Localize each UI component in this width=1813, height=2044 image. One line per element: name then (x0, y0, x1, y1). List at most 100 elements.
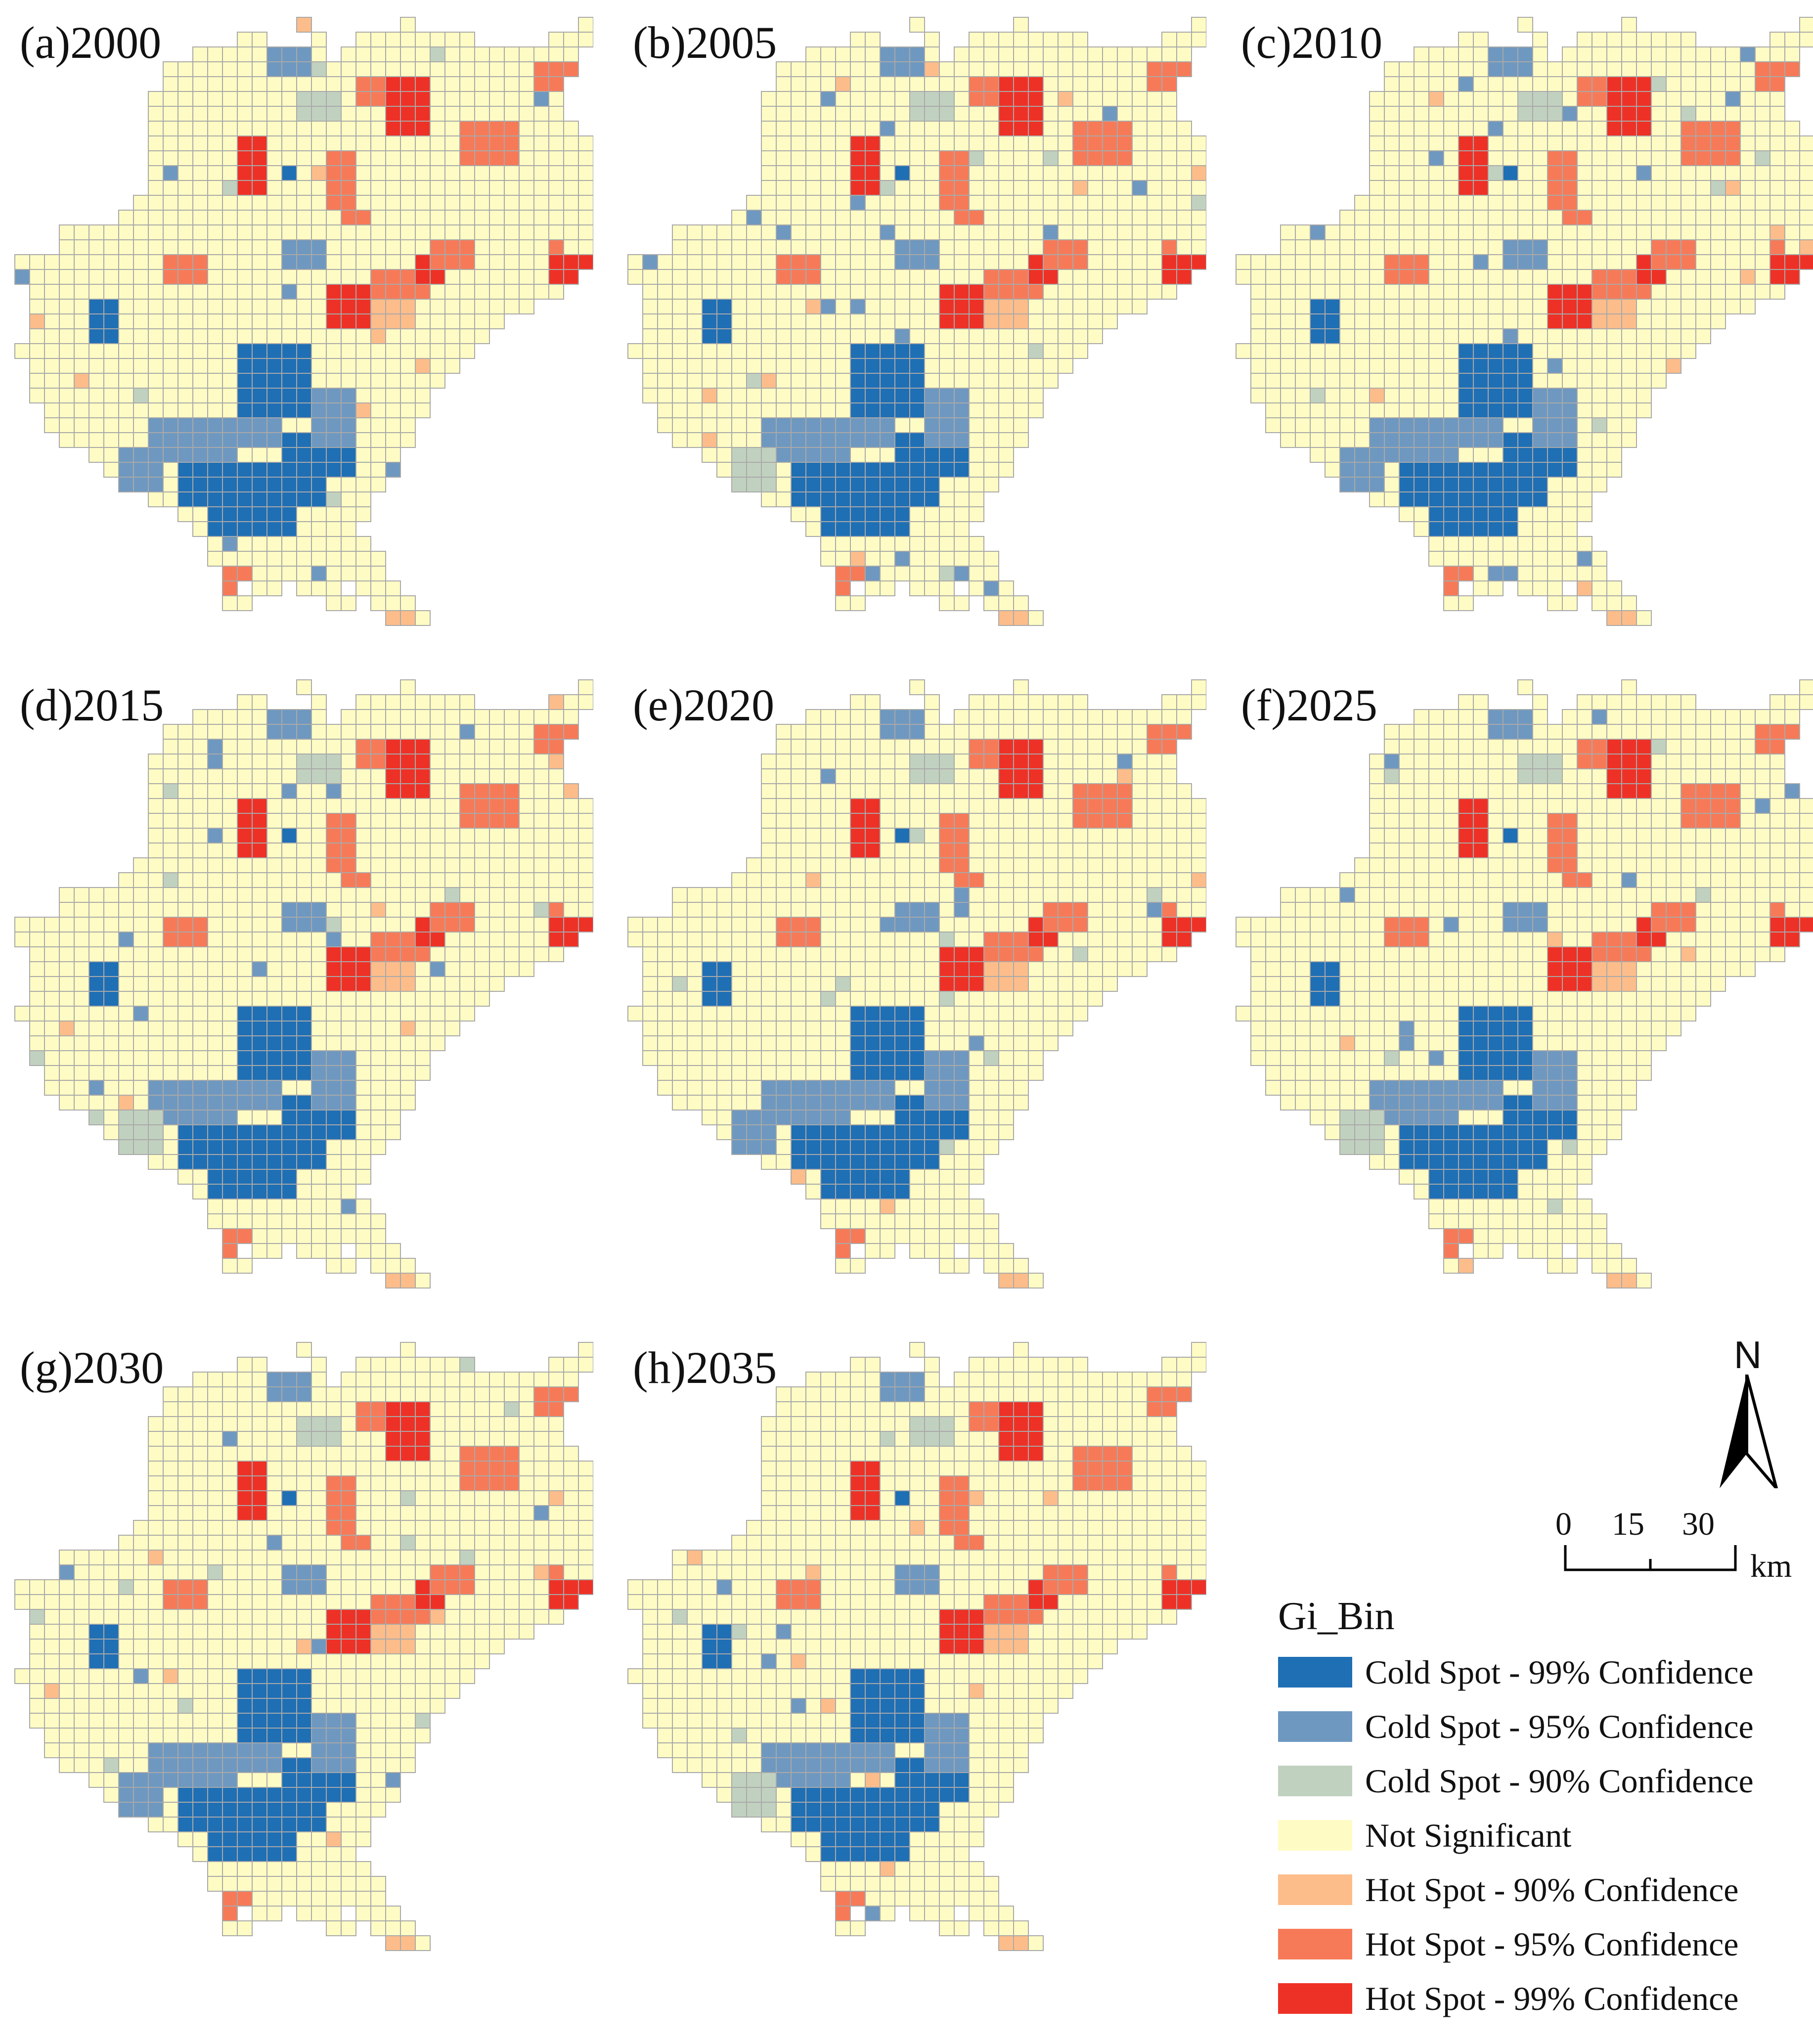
grid-cell (1161, 61, 1177, 77)
grid-cell (237, 709, 253, 725)
grid-cell (998, 313, 1014, 329)
grid-cell (1695, 254, 1711, 270)
grid-cell (1458, 32, 1474, 47)
grid-cell (657, 284, 673, 300)
grid-cell (1013, 284, 1029, 300)
grid-cell (326, 150, 342, 166)
grid-cell (880, 1169, 895, 1185)
grid-cell (103, 1065, 119, 1081)
grid-cell (1621, 91, 1637, 107)
grid-cell (1503, 224, 1518, 240)
grid-cell (880, 536, 895, 552)
grid-cell (385, 343, 401, 359)
grid-cell (548, 61, 564, 77)
grid-cell (1102, 91, 1118, 107)
grid-cell (1369, 402, 1385, 418)
grid-cell (1503, 106, 1518, 122)
grid-cell (370, 946, 386, 962)
grid-cell (1577, 462, 1592, 478)
grid-cell (252, 709, 267, 725)
grid-cell (1680, 224, 1696, 240)
grid-cell (237, 1258, 253, 1274)
grid-cell (702, 1080, 717, 1096)
grid-cell (820, 1169, 836, 1185)
grid-cell (820, 783, 836, 799)
grid-cell (1503, 76, 1518, 92)
grid-cell (341, 313, 356, 329)
grid-cell (177, 1169, 193, 1185)
grid-cell (444, 739, 460, 755)
grid-cell (939, 843, 955, 858)
grid-cell (1013, 595, 1029, 611)
grid-cell (880, 165, 895, 181)
grid-cell (1680, 150, 1696, 166)
grid-cell (237, 402, 253, 418)
grid-cell (385, 754, 401, 769)
grid-cell (563, 195, 579, 211)
grid-cell (118, 1095, 134, 1111)
grid-cell (880, 284, 895, 300)
grid-cell (1280, 254, 1296, 270)
grid-cell (746, 857, 762, 873)
grid-cell (341, 388, 356, 403)
grid-cell (1592, 254, 1607, 270)
grid-cell (1458, 551, 1474, 567)
grid-cell (1265, 358, 1281, 374)
grid-cell (459, 798, 475, 814)
grid-cell (969, 61, 984, 77)
grid-cell (894, 551, 910, 567)
grid-cell (835, 417, 851, 433)
grid-cell (1013, 106, 1029, 122)
grid-cell (880, 813, 895, 829)
grid-cell (716, 902, 732, 918)
grid-cell (266, 991, 282, 1007)
grid-cell (296, 135, 312, 151)
grid-cell (894, 961, 910, 977)
grid-cell (177, 1006, 193, 1022)
grid-cell (207, 106, 223, 122)
grid-cell (1176, 857, 1192, 873)
grid-cell (1473, 373, 1489, 389)
grid-cell (355, 284, 371, 300)
grid-cell (266, 210, 282, 225)
grid-cell (850, 1110, 866, 1125)
grid-cell (341, 783, 356, 799)
grid-cell (835, 1228, 851, 1244)
grid-cell (281, 1199, 297, 1214)
grid-cell (1562, 165, 1578, 181)
grid-cell (924, 210, 940, 225)
grid-cell (533, 284, 549, 300)
grid-cell (1369, 299, 1385, 314)
grid-cell (1087, 106, 1103, 122)
grid-cell (835, 91, 851, 107)
grid-cell (504, 887, 520, 903)
grid-cell (865, 61, 881, 77)
grid-cell (776, 343, 792, 359)
grid-cell (1102, 813, 1118, 829)
grid-cell (761, 1139, 777, 1155)
grid-cell (163, 284, 178, 300)
grid-cell (1384, 76, 1400, 92)
grid-cell (400, 195, 416, 211)
grid-cell (1369, 195, 1385, 211)
grid-cell (835, 857, 851, 873)
grid-cell (103, 887, 119, 903)
grid-cell (133, 402, 149, 418)
grid-cell (118, 932, 134, 947)
grid-cell (1755, 121, 1770, 136)
grid-cell (939, 1035, 955, 1051)
grid-cell (1028, 754, 1044, 769)
grid-cell (237, 1199, 253, 1214)
grid-cell (1443, 477, 1459, 492)
grid-cell (1102, 843, 1118, 858)
grid-cell (954, 887, 970, 903)
grid-cell (1072, 783, 1088, 799)
grid-cell (489, 284, 505, 300)
grid-cell (548, 135, 564, 151)
grid-cell (1058, 872, 1073, 888)
grid-cell (1043, 284, 1059, 300)
grid-cell (177, 902, 193, 918)
grid-cell (341, 491, 356, 507)
grid-cell (133, 239, 149, 255)
grid-cell (761, 224, 777, 240)
